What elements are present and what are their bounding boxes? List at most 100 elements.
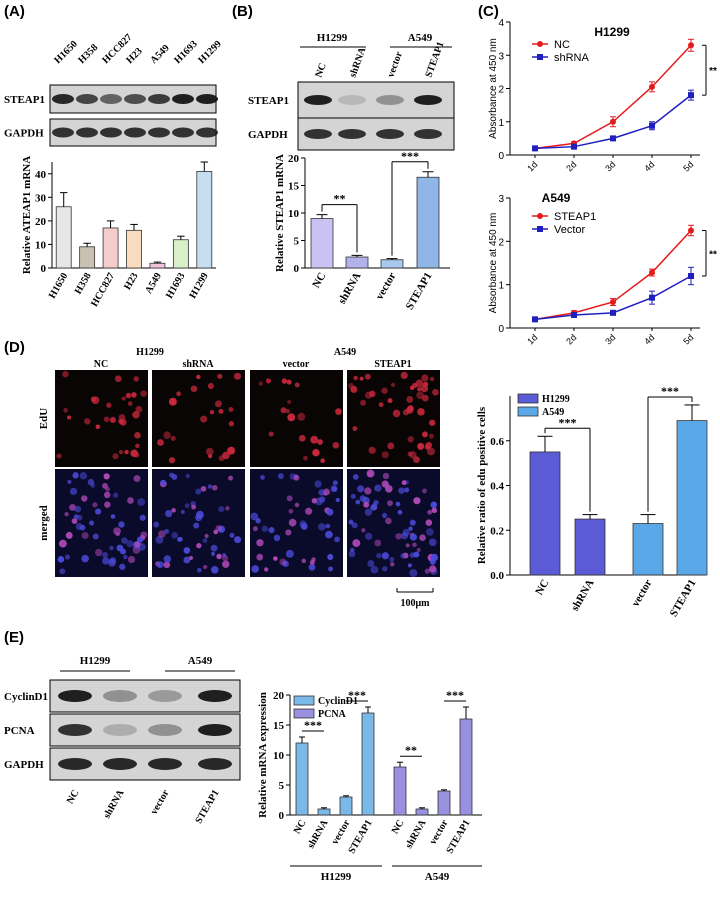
cell-dot [298, 434, 306, 442]
cell-dot [297, 412, 306, 421]
cell-dot [155, 535, 164, 544]
cell-dot [218, 506, 225, 513]
cell-dot [140, 531, 148, 539]
cell-dot [74, 505, 82, 513]
error-bar [365, 706, 371, 713]
x-tick-label: A549 [143, 271, 164, 296]
legend-marker [537, 226, 543, 232]
cell-dot [234, 536, 242, 544]
cell-dot [294, 502, 300, 508]
cell-dot [203, 564, 208, 570]
cell-dot [273, 534, 281, 542]
bar [310, 218, 334, 269]
bar [102, 227, 119, 269]
cell-dot [325, 523, 331, 529]
cell-dot [416, 391, 424, 400]
cell-dot [225, 506, 230, 511]
x-tick-label: H1299 [187, 271, 210, 301]
cell-dot [334, 536, 340, 543]
cell-dot [118, 414, 126, 421]
cell-dot [193, 522, 200, 529]
cell-dot [412, 542, 417, 548]
cell-dot [102, 482, 108, 489]
cell-dot [429, 558, 436, 565]
cell-dot [160, 479, 167, 486]
y-axis-label: Relative ratio of edu positive cells [476, 406, 488, 564]
x-tick-label: 2d [564, 332, 578, 346]
y-tick-label: 10 [35, 239, 47, 251]
marker [532, 316, 538, 323]
bar [345, 256, 369, 269]
cell-dot [287, 399, 292, 404]
cell-dot [209, 410, 215, 415]
cell-dot [350, 493, 356, 499]
cell-dot [387, 442, 395, 450]
bar [529, 451, 561, 576]
cell-dot [327, 553, 334, 561]
cell-dot [285, 408, 290, 414]
cell-dot [305, 507, 313, 515]
y-tick-label: 30 [35, 192, 47, 204]
bar [459, 718, 473, 816]
cell-dot [207, 484, 213, 489]
y-tick-label: 3 [498, 51, 504, 62]
x-tick-label: 3d [603, 159, 617, 173]
cell-dot [395, 501, 401, 507]
y-tick-label: 4 [498, 18, 504, 29]
blot-band [103, 724, 137, 736]
x-tick-label: shRNA [306, 817, 331, 850]
cell-dot [256, 553, 264, 561]
blot-band [103, 690, 137, 702]
error-bar [640, 514, 656, 524]
lane-label: shRNA [347, 45, 368, 79]
blot-band [124, 127, 146, 138]
error-bar [684, 404, 700, 421]
legend-marker [537, 41, 543, 47]
error-bar [582, 514, 598, 520]
cell-dot [156, 561, 164, 569]
cell-dot [287, 413, 296, 422]
error-bar [153, 261, 162, 264]
cell-dot [417, 442, 425, 450]
bar [393, 766, 407, 816]
marker [688, 227, 694, 234]
cell-dot [139, 514, 146, 521]
x-tick-label: 1d [525, 159, 539, 173]
cell-dot [318, 489, 325, 496]
cell-dot [180, 509, 185, 514]
cell-dot [268, 527, 275, 534]
cell-dot [280, 407, 287, 414]
cell-dot [424, 568, 431, 574]
marker [571, 143, 577, 150]
cell-dot [286, 495, 293, 502]
cell-dot [207, 383, 214, 390]
cell-dot [255, 518, 261, 524]
significance-label: *** [401, 149, 419, 163]
cell-dot [64, 554, 71, 560]
cell-dot [409, 569, 418, 577]
error-bar [177, 235, 185, 240]
cell-dot [428, 538, 437, 547]
marker [649, 294, 655, 301]
cell-dot [252, 526, 258, 532]
x-tick-label: 3d [603, 332, 617, 346]
bar [574, 518, 606, 576]
blot-band [338, 129, 366, 139]
cell-dot [279, 558, 287, 566]
cell-dot [215, 525, 222, 532]
cell-dot [427, 509, 433, 515]
cell-dot [310, 435, 319, 444]
panel-label: (E) [4, 629, 24, 646]
y-tick-label: 3 [498, 194, 504, 205]
cell-dot [79, 472, 88, 480]
cell-dot [407, 436, 414, 443]
cell-dot [114, 375, 122, 383]
cell-dot [398, 487, 405, 494]
y-tick-label: 10 [288, 208, 300, 220]
cell-dot [158, 530, 166, 538]
cell-dot [110, 514, 116, 519]
group-label: H1299 [321, 871, 352, 883]
cell-dot [265, 378, 272, 384]
cell-dot [216, 553, 222, 560]
row-label: GAPDH [4, 759, 44, 771]
